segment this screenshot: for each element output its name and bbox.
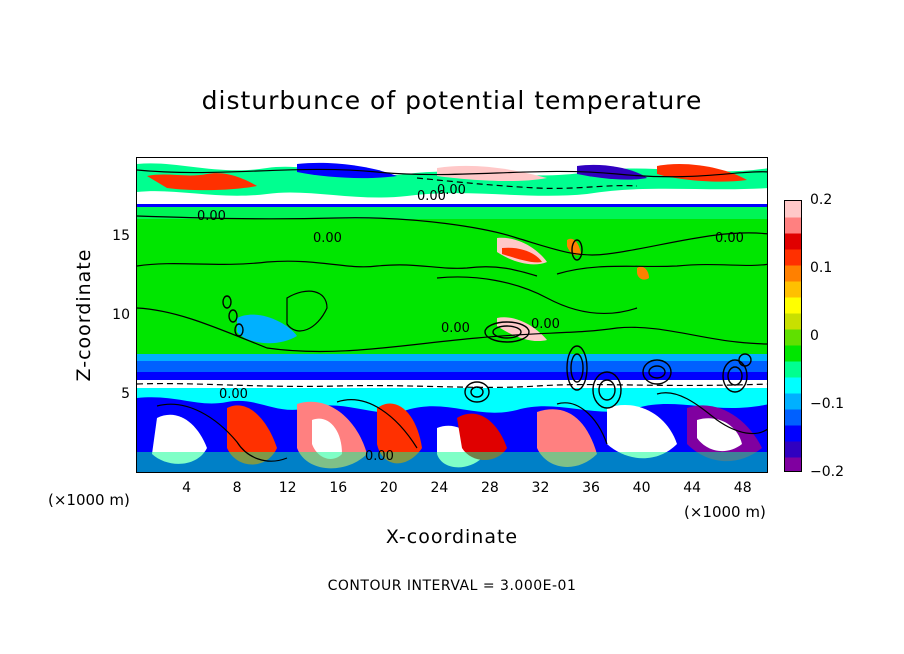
- colorbar-swatch: [785, 329, 801, 346]
- colorbar: [784, 200, 802, 472]
- colorbar-tick-label: 0.2: [810, 192, 833, 208]
- y-tick-label: 5: [121, 386, 130, 402]
- colorbar-tick-label: −0.1: [810, 396, 844, 412]
- colorbar-swatch: [785, 393, 801, 410]
- lower-warm-4: [457, 413, 507, 460]
- contour-label: 0.00: [313, 231, 342, 246]
- x-tick-label: 32: [531, 480, 550, 496]
- x-tick-label: 20: [379, 480, 398, 496]
- colorbar-tick-label: 0: [810, 328, 819, 344]
- colorbar-swatch: [785, 345, 801, 362]
- contour-label: 0.00: [531, 317, 560, 332]
- x-tick-label: 16: [329, 480, 348, 496]
- colorbar-swatch: [785, 217, 801, 234]
- contour-lines: [137, 168, 767, 462]
- x-tick-label: 40: [632, 480, 651, 496]
- x-tick-label: 24: [430, 480, 449, 496]
- y-tick-label: 15: [112, 228, 130, 244]
- contour-label-group: 0.00 0.00 0.00 0.00 0.00 0.00 0.00 0.00 …: [197, 183, 744, 464]
- colorbar-swatch: [785, 441, 801, 458]
- contour-label: 0.00: [219, 387, 248, 402]
- contour-label: 0.00: [365, 449, 394, 464]
- colorbar-swatch: [785, 201, 801, 218]
- contour-label: 0.00: [417, 189, 446, 204]
- upper-cold-blob-right: [577, 164, 647, 180]
- white-strip: [137, 380, 767, 388]
- lower-white-1: [152, 414, 207, 464]
- lower-warm-3: [377, 403, 422, 464]
- colorbar-gradient: [785, 201, 801, 471]
- upper-warm-blob: [147, 173, 257, 191]
- contour-label: 0.00: [715, 231, 744, 246]
- y-tick-label: 10: [112, 307, 130, 323]
- colorbar-swatch: [785, 425, 801, 442]
- colorbar-swatch: [785, 377, 801, 394]
- tropopause-line: [137, 204, 767, 207]
- colorbar-tick-label: −0.2: [810, 464, 844, 480]
- lower-warm-1: [227, 405, 277, 465]
- x-tick-label: 36: [582, 480, 600, 496]
- colorbar-swatch: [785, 313, 801, 330]
- x-tick-label: 44: [683, 480, 702, 496]
- contour-label: 0.00: [197, 209, 226, 224]
- x-tick-label: 4: [182, 480, 192, 496]
- colorbar-swatch: [785, 233, 801, 250]
- contour-clusters: [222, 239, 752, 409]
- x-tick-label: 8: [232, 480, 242, 496]
- colorbar-swatch: [785, 361, 801, 378]
- chart-title: disturbunce of potential temperature: [201, 86, 703, 115]
- contour-interval-note: CONTOUR INTERVAL = 3.000E-01: [327, 578, 577, 594]
- colorbar-swatch: [785, 297, 801, 314]
- x-unit-left: (×1000 m): [48, 491, 130, 509]
- colorbar-swatch: [785, 249, 801, 266]
- colorbar-tick-label: 0.1: [810, 260, 833, 276]
- mid-cyan-blob: [237, 314, 297, 344]
- colorbar-swatch: [785, 409, 801, 426]
- contour-label: 0.00: [441, 321, 470, 336]
- y-axis-title: Z-coordinate: [73, 248, 95, 382]
- x-tick-label: 48: [733, 480, 752, 496]
- plot-area: 0.00 0.00 0.00 0.00 0.00 0.00 0.00 0.00 …: [136, 157, 768, 473]
- x-tick-label: 12: [278, 480, 297, 496]
- heatmap-field: 0.00 0.00 0.00 0.00 0.00 0.00 0.00 0.00 …: [137, 158, 767, 472]
- x-axis-title: X-coordinate: [385, 526, 519, 548]
- colorbar-swatch: [785, 281, 801, 298]
- x-unit-right: (×1000 m): [684, 503, 766, 521]
- colorbar-swatch: [785, 457, 801, 471]
- lower-white-3: [607, 405, 677, 459]
- x-tick-label: 28: [480, 480, 499, 496]
- contour-label: 0.00: [437, 183, 466, 198]
- colorbar-swatch: [785, 265, 801, 282]
